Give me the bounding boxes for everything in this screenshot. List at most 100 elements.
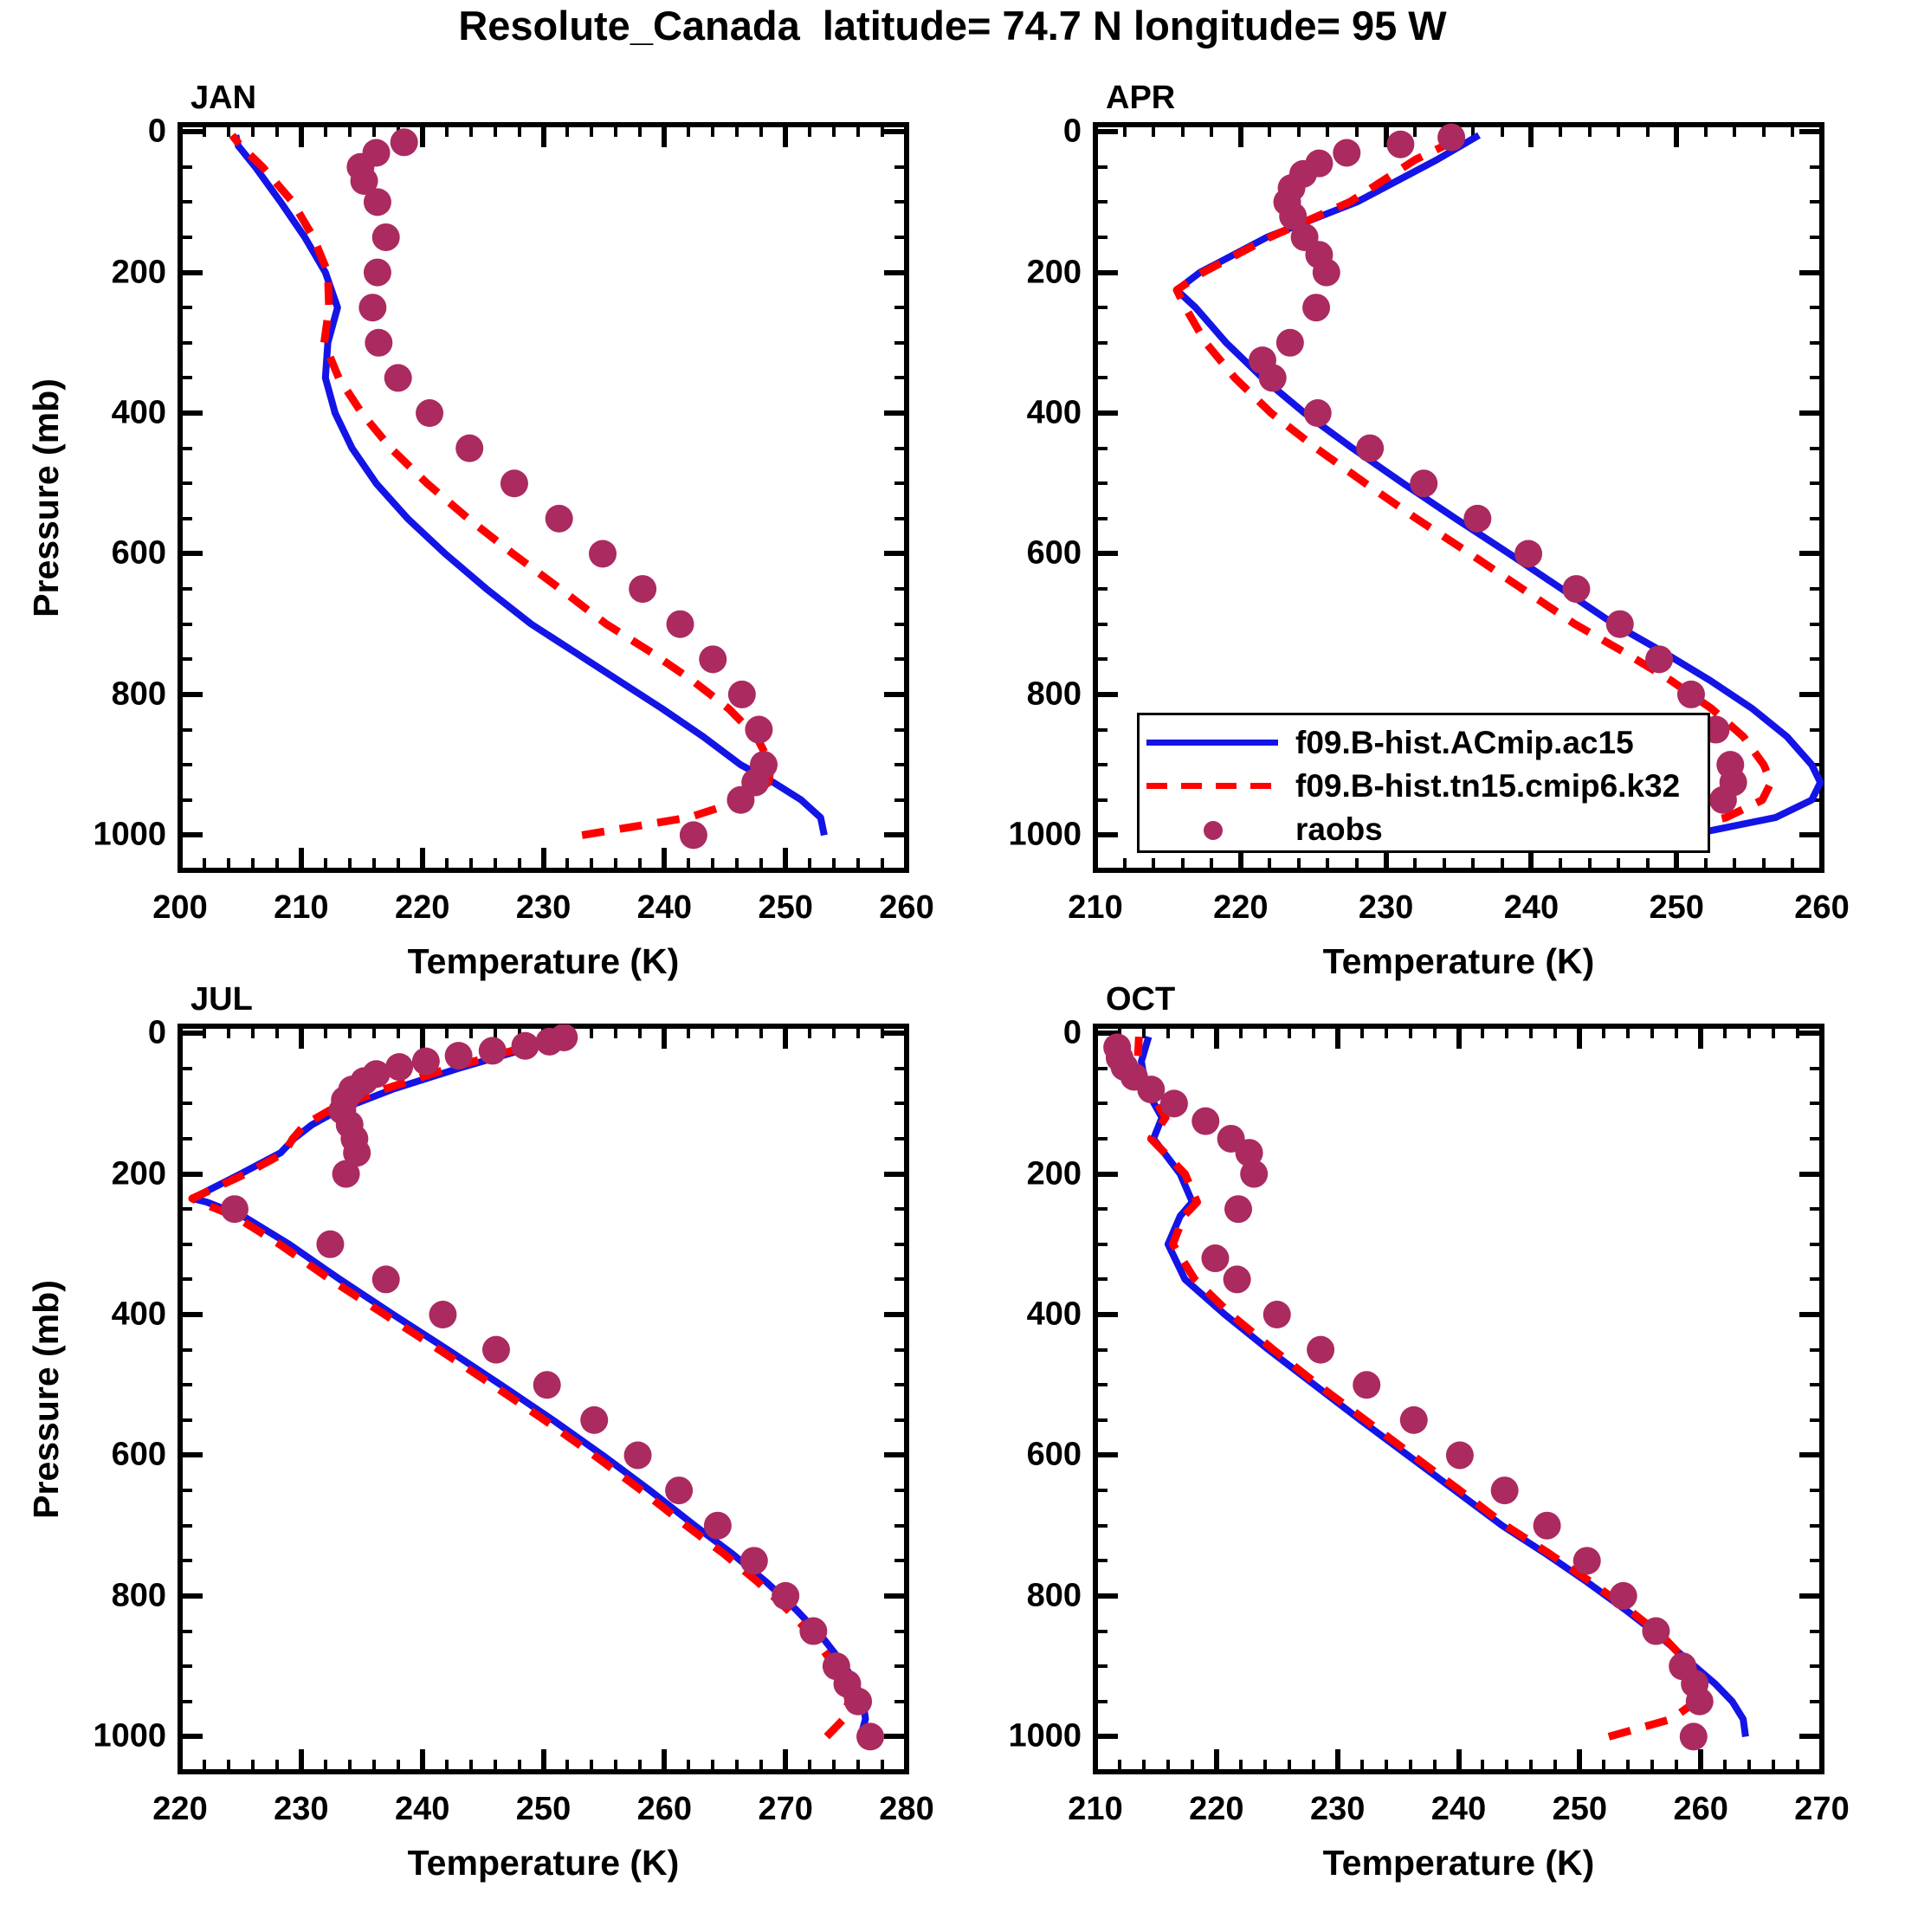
xtick-bottom-oct [1577, 1749, 1582, 1772]
ytick-left-jul [180, 1559, 192, 1562]
xtick-bottom-jan [348, 858, 352, 870]
ytick-right-apr [1799, 270, 1822, 275]
xtick-bottom-apr [1646, 858, 1650, 870]
ytick-right-jul [894, 1700, 907, 1703]
ytick-right-jul [894, 1770, 907, 1774]
ytick-right-apr [1810, 165, 1822, 169]
xtick-bottom-apr [1791, 858, 1794, 870]
axis-line-left-oct [1093, 1024, 1098, 1774]
xtick-top-jan [856, 125, 860, 137]
ytick-right-apr [1810, 657, 1822, 661]
xtick-top-apr [1674, 125, 1679, 147]
xtick-bottom-jul [881, 1760, 884, 1772]
ytick-right-oct [1799, 1172, 1822, 1177]
xtick-bottom-jan [783, 848, 788, 870]
ytick-left-oct [1095, 1524, 1107, 1528]
xtick-label-jul-3: 250 [515, 1791, 572, 1827]
ytick-left-jan [180, 517, 192, 520]
ytick-right-jan [894, 763, 907, 766]
data-point-oct-obs-7 [1533, 1511, 1561, 1540]
ytick-right-oct [1810, 1664, 1822, 1668]
xtick-bottom-oct [1723, 1760, 1727, 1772]
xtick-bottom-jul [662, 1749, 667, 1772]
axis-line-right-apr [1819, 122, 1824, 873]
xtick-label-jul-6: 280 [879, 1791, 934, 1827]
xtick-bottom-jul [638, 1760, 642, 1772]
ytick-left-jan [180, 129, 203, 134]
xtick-top-jul [590, 1026, 593, 1038]
ytick-right-apr [1810, 481, 1822, 485]
ytick-right-oct [1810, 1700, 1822, 1703]
xtick-bottom-jan [565, 858, 569, 870]
ytick-label-jan-5: 1000 [93, 816, 166, 853]
xtick-bottom-apr [1152, 858, 1155, 870]
xtick-bottom-jul [808, 1760, 811, 1772]
xtick-top-apr [1123, 125, 1127, 137]
ytick-left-apr [1095, 692, 1118, 697]
ytick-right-oct [1810, 1277, 1822, 1281]
xtick-bottom-oct [1288, 1760, 1291, 1772]
data-point-jul-obs-13 [429, 1301, 457, 1329]
ytick-left-oct [1095, 1067, 1107, 1070]
xtick-bottom-jan [203, 858, 206, 870]
ytick-right-jan [894, 517, 907, 520]
xtick-bottom-jul [856, 1760, 860, 1772]
ytick-left-oct [1095, 1243, 1107, 1246]
data-point-jul-obs-30 [511, 1031, 539, 1060]
xtick-top-oct [1093, 1026, 1098, 1049]
ytick-left-jul [180, 1452, 203, 1457]
xtick-top-jul [638, 1026, 642, 1038]
data-point-jul-obs-29 [478, 1037, 507, 1065]
data-point-oct-obs-21 [1159, 1089, 1188, 1118]
xtick-label-jan-0: 200 [152, 889, 208, 926]
ytick-right-jul [894, 1489, 907, 1492]
xtick-top-jul [856, 1026, 860, 1038]
xtick-bottom-apr [1268, 858, 1271, 870]
xtick-bottom-jan [638, 858, 642, 870]
ytick-left-jul [180, 1489, 192, 1492]
xtick-label-jan-1: 210 [274, 889, 329, 926]
data-point-jul-obs-32 [550, 1024, 578, 1051]
xtick-bottom-jul [494, 1760, 497, 1772]
xtick-top-jul [832, 1026, 836, 1038]
ytick-left-apr [1095, 200, 1107, 204]
ytick-label-jan-1: 200 [111, 254, 166, 291]
ytick-left-jan [180, 692, 203, 697]
xtick-top-apr [1704, 125, 1708, 137]
ytick-right-apr [1810, 376, 1822, 379]
xtick-bottom-jan [494, 858, 497, 870]
axis-line-bottom-jul [178, 1769, 909, 1774]
xtick-bottom-jan [904, 848, 909, 870]
ytick-left-apr [1095, 869, 1107, 872]
ytick-left-apr [1095, 410, 1118, 416]
ytick-right-jan [894, 165, 907, 169]
data-point-jul-obs-6 [739, 1547, 768, 1575]
data-point-oct-obs-0 [1679, 1722, 1708, 1751]
ytick-right-jul [894, 1524, 907, 1528]
xtick-top-apr [1268, 125, 1271, 137]
ytick-right-apr [1810, 798, 1822, 802]
xtick-top-jan [541, 125, 546, 147]
ytick-left-jan [180, 623, 192, 626]
axis-line-left-jul [178, 1024, 183, 1774]
ytick-right-apr [1810, 728, 1822, 732]
x-axis-title-jul: Temperature (K) [407, 1843, 680, 1883]
ytick-right-apr [1810, 236, 1822, 239]
ytick-left-jul [180, 1383, 192, 1386]
xtick-bottom-jul [178, 1749, 183, 1772]
xtick-top-jul [808, 1026, 811, 1038]
axis-line-bottom-apr [1093, 868, 1824, 873]
xtick-bottom-oct [1239, 1760, 1243, 1772]
panel-label-apr: APR [1106, 80, 1176, 116]
xtick-top-jan [808, 125, 811, 137]
legend-label-1: f09.B-hist.tn15.cmip6.k32 [1295, 768, 1681, 804]
ytick-left-jul [180, 1137, 192, 1140]
panel-label-oct: OCT [1106, 981, 1176, 1018]
data-point-apr-obs-16 [1275, 328, 1304, 357]
ytick-left-jan [180, 306, 192, 309]
ytick-right-jan [884, 410, 907, 416]
xtick-bottom-apr [1559, 858, 1562, 870]
xtick-bottom-apr [1355, 858, 1359, 870]
xtick-top-apr [1762, 125, 1766, 137]
